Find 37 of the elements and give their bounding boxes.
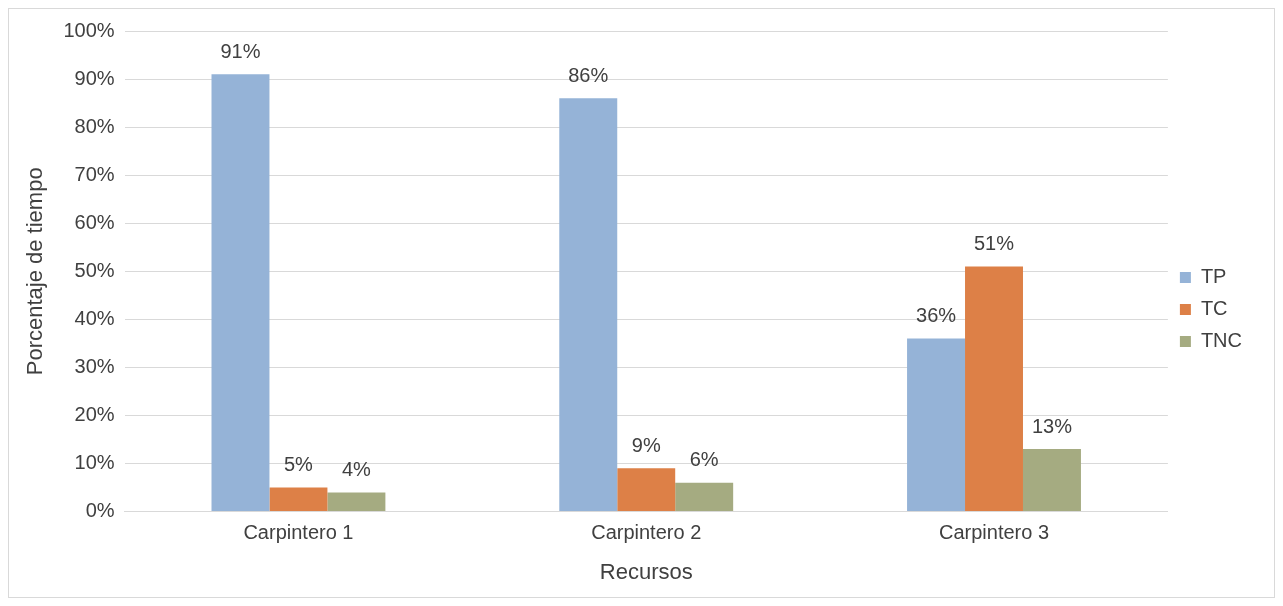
y-tick-label: 0% bbox=[85, 499, 115, 522]
legend-label: TNC bbox=[1200, 329, 1243, 352]
y-tick-label: 60% bbox=[74, 210, 115, 233]
legend-label: TP bbox=[1200, 265, 1227, 288]
data-label: 91% bbox=[220, 39, 261, 62]
data-label: 86% bbox=[568, 63, 609, 86]
y-tick-label: 10% bbox=[74, 451, 115, 474]
bar bbox=[617, 468, 676, 512]
y-tick-label: 70% bbox=[74, 162, 115, 185]
y-tick-label: 20% bbox=[74, 403, 115, 425]
legend-label: TC bbox=[1200, 297, 1228, 320]
data-label: 9% bbox=[631, 433, 661, 456]
y-tick-label: 80% bbox=[74, 114, 115, 137]
x-tick-label: Carpintero 3 bbox=[938, 521, 1050, 544]
data-label: 13% bbox=[1031, 414, 1073, 437]
y-tick-label: 40% bbox=[74, 306, 115, 329]
bar bbox=[269, 487, 328, 512]
y-tick-label: 90% bbox=[74, 66, 115, 89]
y-axis-title: Porcentaje de tiempo bbox=[22, 167, 48, 376]
data-label: 4% bbox=[341, 457, 372, 480]
bar bbox=[327, 492, 386, 512]
y-tick-label: 50% bbox=[74, 258, 115, 281]
bar bbox=[559, 98, 618, 512]
bar bbox=[675, 482, 734, 512]
data-label: 36% bbox=[916, 304, 957, 327]
y-tick-label: 100% bbox=[63, 18, 115, 41]
bar bbox=[907, 338, 966, 512]
data-label: 51% bbox=[973, 232, 1015, 255]
x-axis-title: Recursos bbox=[599, 558, 693, 584]
data-label: 6% bbox=[689, 448, 719, 471]
bar bbox=[1022, 449, 1081, 512]
x-tick-label: Carpintero 1 bbox=[243, 521, 354, 544]
data-label: 5% bbox=[283, 453, 314, 476]
x-tick-label: Carpintero 2 bbox=[591, 521, 702, 544]
bar bbox=[211, 74, 270, 512]
bar bbox=[965, 266, 1023, 512]
y-tick-label: 30% bbox=[74, 354, 115, 377]
